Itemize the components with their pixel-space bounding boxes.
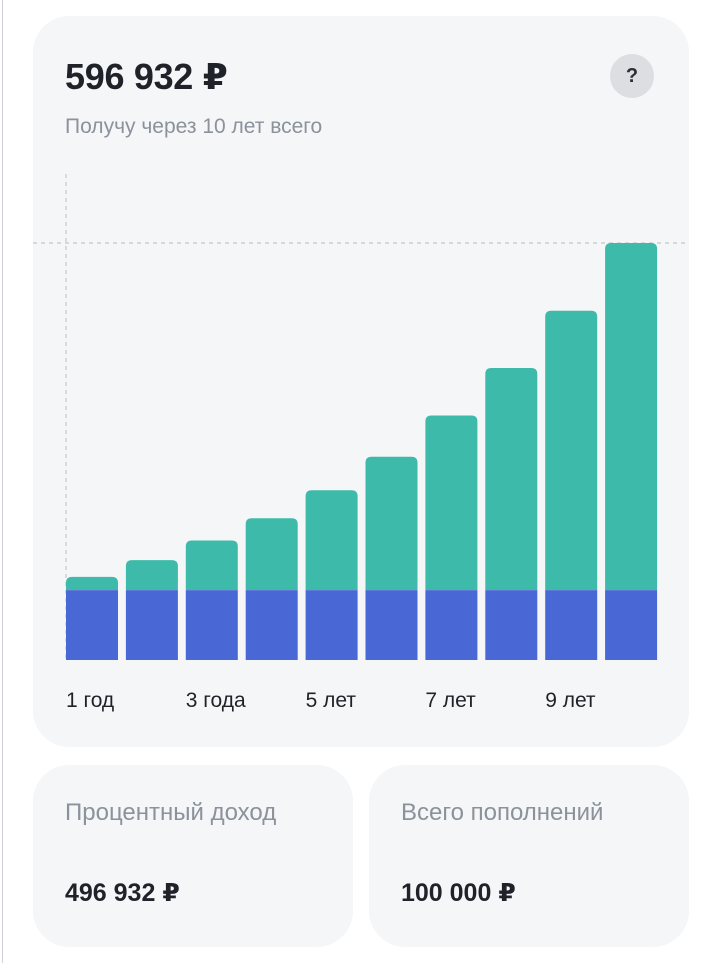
bar-deposit-8 bbox=[485, 590, 538, 660]
bar-deposit-7 bbox=[425, 590, 478, 660]
bar-deposit-3 bbox=[185, 590, 238, 660]
savings-bar-chart: 1 год 3 года 5 лет 7 лет 9 лет bbox=[33, 174, 689, 712]
bar-deposit-4 bbox=[245, 590, 298, 660]
x-tick-label-3: 3 года bbox=[186, 689, 246, 712]
bar-interest-7 bbox=[425, 415, 478, 591]
bar-interest-5 bbox=[305, 490, 358, 591]
total-deposits-card: Всего пополнений 100 000 ₽ bbox=[369, 765, 689, 947]
x-tick-label-5: 5 лет bbox=[306, 689, 357, 712]
bar-interest-1 bbox=[66, 576, 118, 591]
bar-interest-2 bbox=[125, 560, 178, 591]
bar-deposit-10 bbox=[605, 590, 658, 660]
savings-chart-card: 596 932 ₽ Получу через 10 лет всего ? 1 … bbox=[33, 16, 689, 747]
bar-interest-3 bbox=[185, 540, 238, 591]
total-amount: 596 932 ₽ bbox=[65, 56, 228, 97]
x-tick-label-7: 7 лет bbox=[425, 689, 476, 712]
x-tick-label-9: 9 лет bbox=[545, 689, 596, 712]
bar-interest-10 bbox=[605, 243, 658, 591]
total-deposits-value: 100 000 ₽ bbox=[401, 879, 516, 907]
bar-deposit-1 bbox=[66, 590, 118, 660]
question-icon: ? bbox=[625, 64, 639, 87]
interest-income-label: Процентный доход bbox=[65, 799, 277, 826]
total-deposits-label: Всего пополнений bbox=[401, 799, 604, 826]
bar-deposit-5 bbox=[305, 590, 358, 660]
x-tick-label-1: 1 год bbox=[66, 689, 114, 712]
help-button[interactable]: ? bbox=[610, 54, 654, 98]
interest-income-card: Процентный доход 496 932 ₽ bbox=[33, 765, 353, 947]
bar-deposit-2 bbox=[125, 590, 178, 660]
bar-interest-4 bbox=[245, 518, 298, 591]
bar-deposit-6 bbox=[365, 590, 418, 660]
interest-income-value: 496 932 ₽ bbox=[65, 879, 180, 907]
bar-deposit-9 bbox=[545, 590, 598, 660]
bar-interest-8 bbox=[485, 367, 538, 591]
screen-edge-line bbox=[2, 0, 3, 963]
bar-interest-9 bbox=[545, 310, 598, 591]
bar-interest-6 bbox=[365, 456, 418, 591]
total-caption: Получу через 10 лет всего bbox=[65, 115, 323, 138]
